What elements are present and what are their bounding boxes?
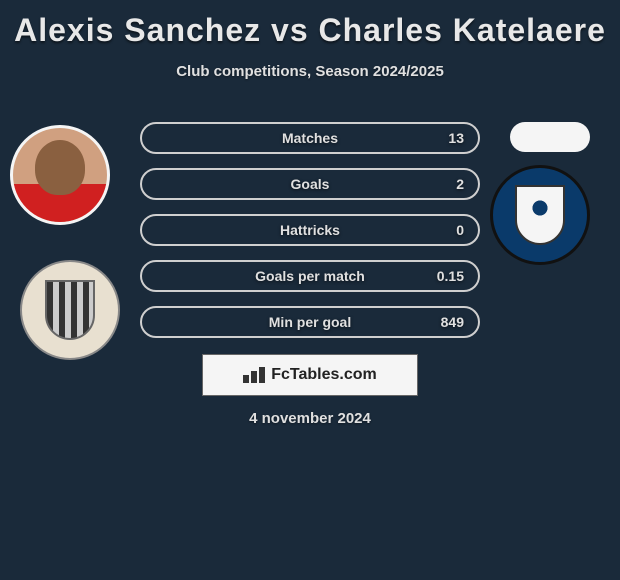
page-subtitle: Club competitions, Season 2024/2025: [0, 63, 620, 80]
branding-box: FcTables.com: [202, 354, 418, 396]
player-left-avatar: [10, 125, 110, 225]
stat-row-goals: Goals 2: [140, 168, 480, 200]
stat-label: Hattricks: [280, 222, 340, 238]
stat-label: Min per goal: [269, 314, 351, 330]
stat-value-right: 0: [456, 222, 464, 238]
stats-container: Matches 13 Goals 2 Hattricks 0 Goals per match…: [140, 122, 480, 352]
snapshot-date: 4 november 2024: [249, 410, 371, 427]
club-right-badge: [490, 165, 590, 265]
club-left-shield-icon: [45, 280, 95, 340]
stat-label: Goals: [291, 176, 330, 192]
stat-value-right: 0.15: [437, 268, 464, 284]
club-right-shield-icon: [515, 185, 565, 245]
player-right-avatar: [510, 122, 590, 152]
stat-label: Goals per match: [255, 268, 365, 284]
stat-pill: Min per goal 849: [140, 306, 480, 338]
stat-label: Matches: [282, 130, 338, 146]
stat-pill: Goals 2: [140, 168, 480, 200]
stat-pill: Hattricks 0: [140, 214, 480, 246]
page-title: Alexis Sanchez vs Charles Katelaere: [0, 0, 620, 49]
stat-pill: Matches 13: [140, 122, 480, 154]
stat-value-right: 2: [456, 176, 464, 192]
branding-label: FcTables.com: [271, 366, 377, 384]
chart-icon: [243, 367, 265, 383]
stat-row-hattricks: Hattricks 0: [140, 214, 480, 246]
stat-row-matches: Matches 13: [140, 122, 480, 154]
stat-value-right: 849: [441, 314, 464, 330]
stat-row-min_per_goal: Min per goal 849: [140, 306, 480, 338]
stat-value-right: 13: [448, 130, 464, 146]
stat-row-goals_per_match: Goals per match 0.15: [140, 260, 480, 292]
stat-pill: Goals per match 0.15: [140, 260, 480, 292]
club-left-badge: [20, 260, 120, 360]
